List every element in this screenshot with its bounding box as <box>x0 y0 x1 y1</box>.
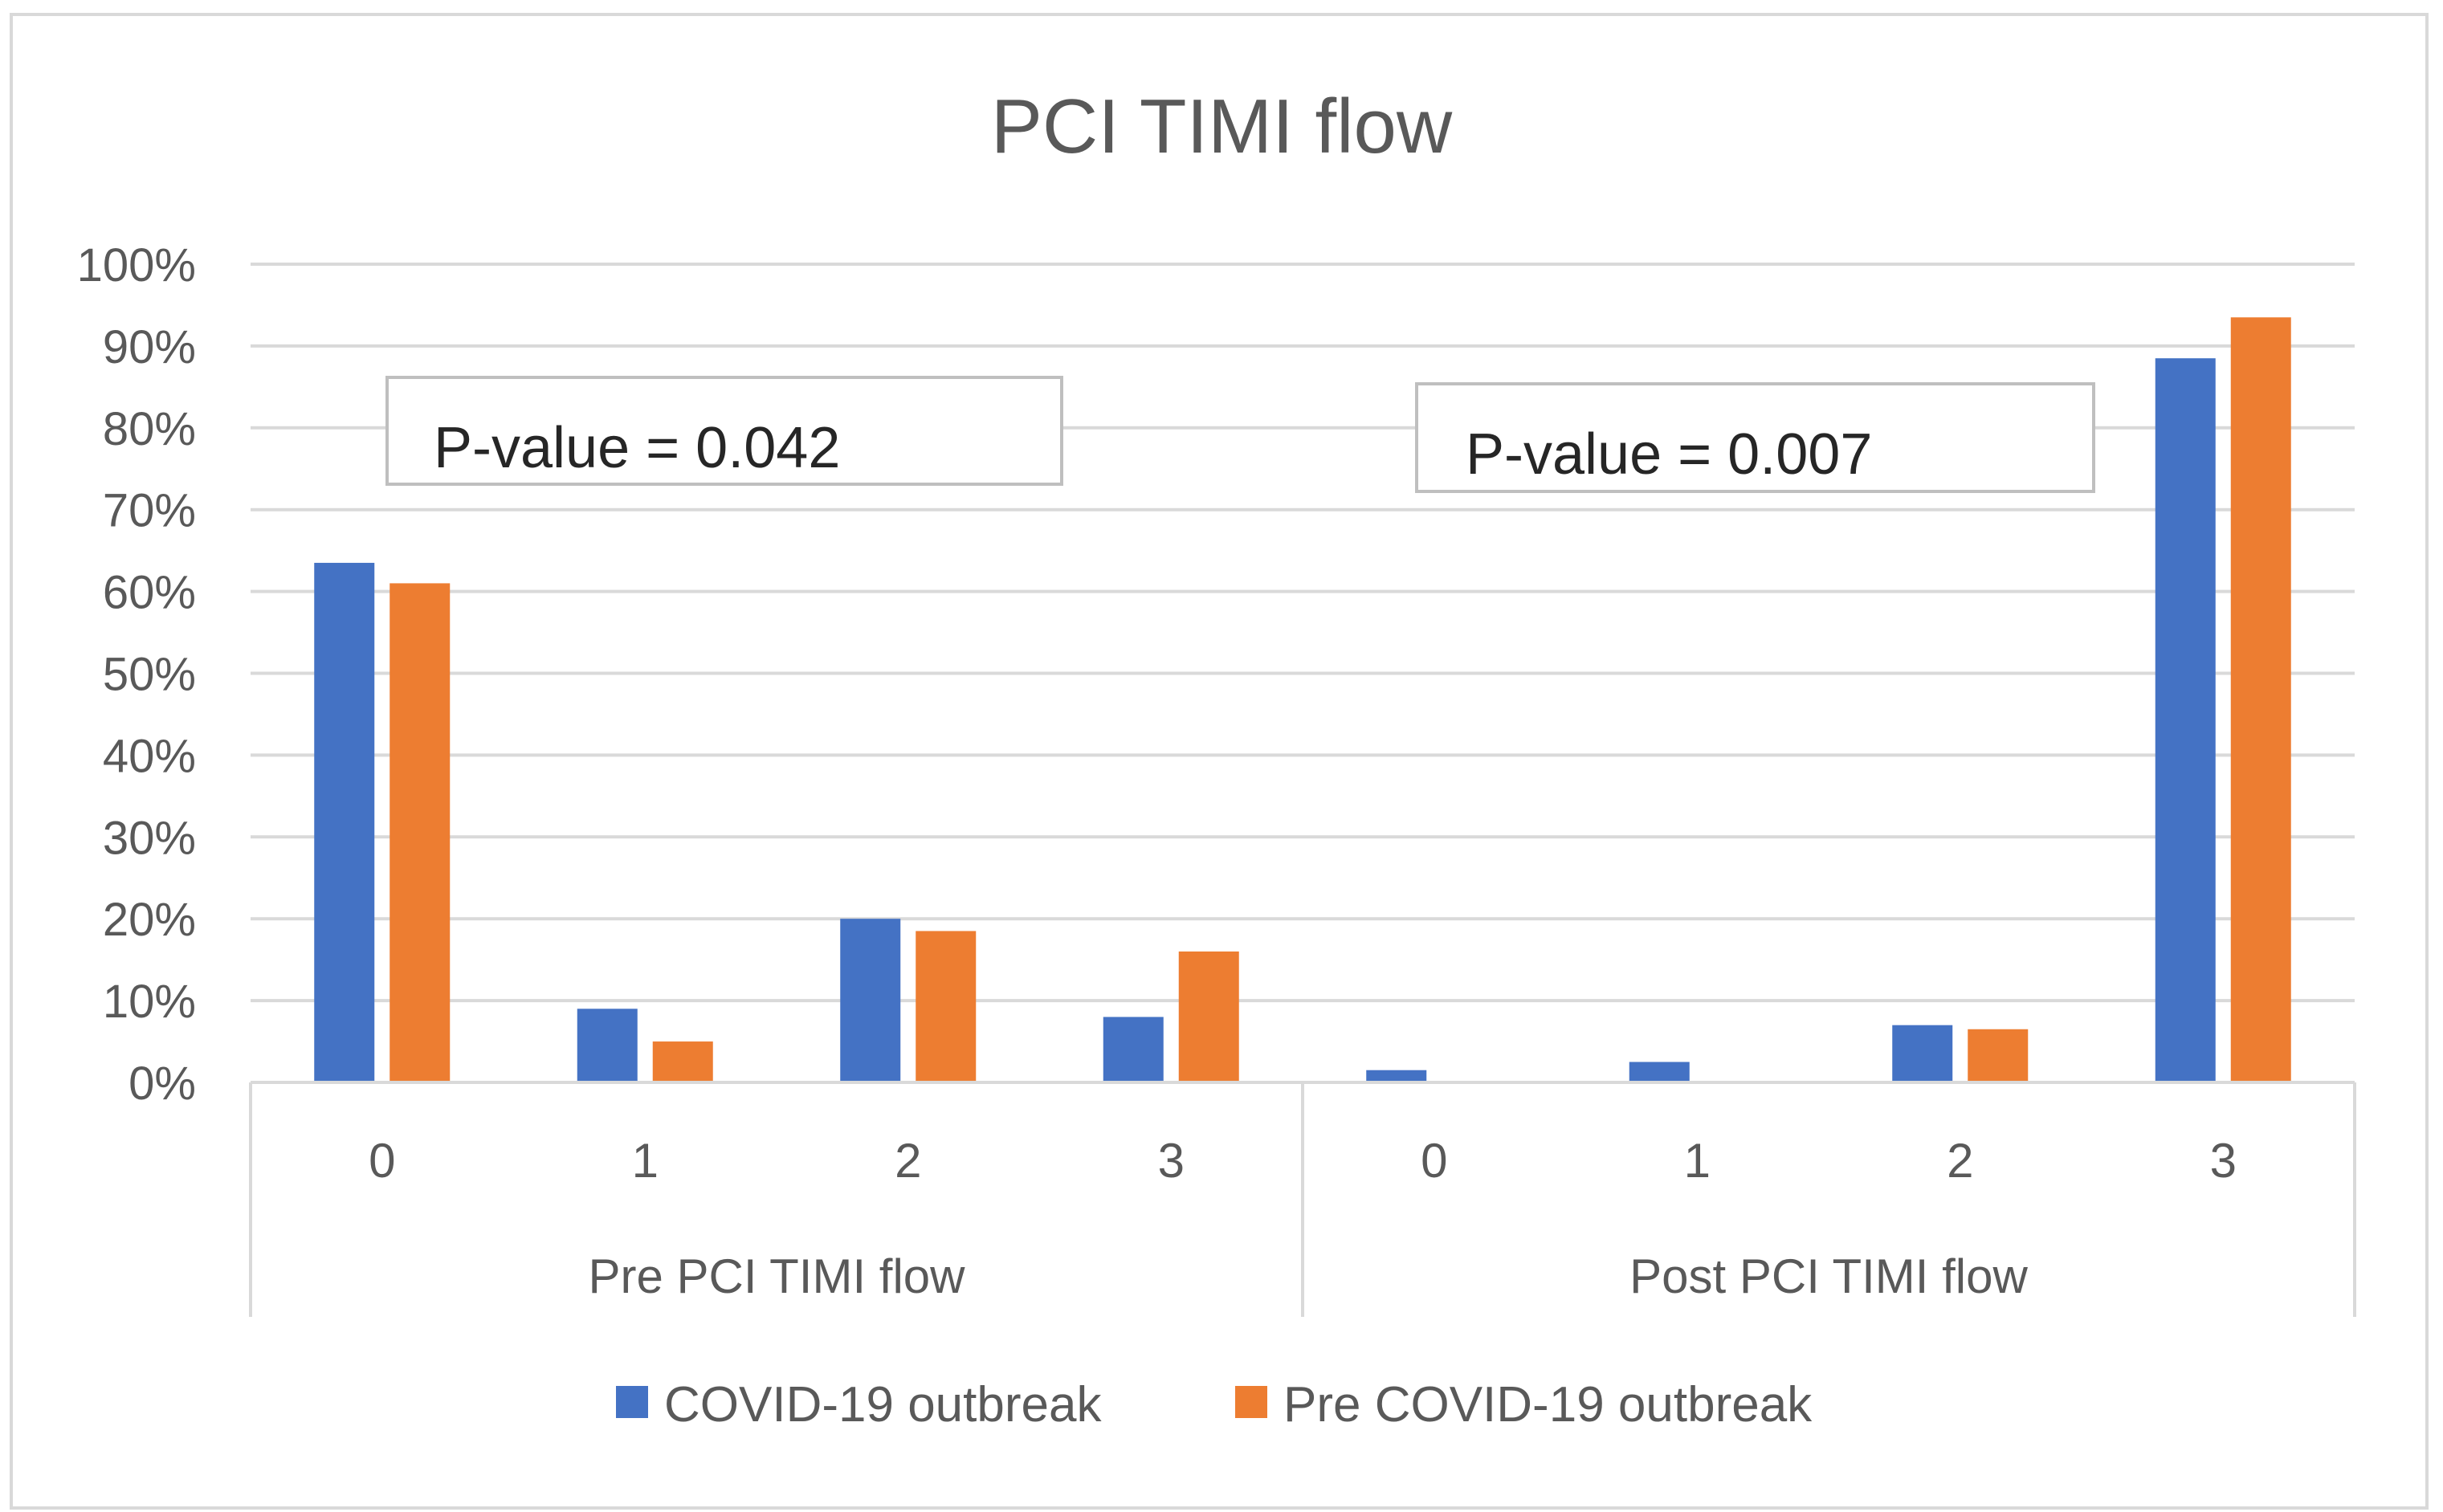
p-value-box-border <box>385 376 1063 486</box>
y-tick-label: 100% <box>77 239 196 291</box>
x-axis: 0 1 2 3 0 1 2 3 Pre PCI TIMI flow Post PCI TIMI f… <box>249 1081 2356 1317</box>
bar-covid <box>2155 358 2216 1082</box>
bar-covid <box>1103 1017 1164 1082</box>
p-value-box-border <box>1415 382 2095 493</box>
x-category-label: 3 <box>1158 1134 1185 1188</box>
x-category-label: 0 <box>369 1134 395 1188</box>
bar-covid <box>1366 1070 1427 1082</box>
y-tick-label: 30% <box>103 812 196 864</box>
annotations: P-value = 0.042 P-value = 0.007 <box>385 376 2095 493</box>
chart-title: PCI TIMI flow <box>991 84 1453 169</box>
legend-label: COVID-19 outbreak <box>664 1377 1102 1433</box>
legend-label: Pre COVID-19 outbreak <box>1283 1377 1813 1433</box>
bar-covid <box>1892 1025 1953 1082</box>
bar-pre-covid <box>652 1041 713 1082</box>
y-tick-label: 20% <box>103 894 196 946</box>
bar-pre-covid <box>1178 951 1239 1082</box>
bar-pre-covid <box>1968 1029 2029 1082</box>
y-tick-label: 0% <box>128 1058 196 1110</box>
p-value-text: P-value = 0.042 <box>434 416 840 480</box>
bar-pre-covid <box>389 583 451 1082</box>
bar-covid <box>577 1009 638 1082</box>
y-tick-label: 80% <box>103 403 196 455</box>
group-label: Post PCI TIMI flow <box>1629 1249 2028 1303</box>
bar-pre-covid <box>916 931 977 1082</box>
x-category-label: 2 <box>1947 1134 1973 1188</box>
bars <box>314 317 2291 1082</box>
x-category-label: 3 <box>2210 1134 2237 1188</box>
p-value-box: P-value = 0.007 <box>1415 382 2095 493</box>
bar-covid <box>314 562 375 1082</box>
x-category-label: 1 <box>632 1134 659 1188</box>
legend-item: COVID-19 outbreak <box>616 1377 1102 1433</box>
legend-swatch <box>1235 1386 1267 1418</box>
bar-covid <box>840 919 901 1082</box>
legend: COVID-19 outbreak Pre COVID-19 outbreak <box>616 1377 1813 1433</box>
y-tick-label: 70% <box>103 485 196 537</box>
x-category-label: 0 <box>1421 1134 1447 1188</box>
bar-covid <box>1629 1062 1690 1082</box>
group-label: Pre PCI TIMI flow <box>589 1249 966 1303</box>
gridlines <box>251 263 2355 1003</box>
y-axis-ticks: 0% 10% 20% 30% 40% 50% 60% 70% 80% 90% 100% <box>77 239 196 1110</box>
p-value-box: P-value = 0.042 <box>385 376 1063 486</box>
p-value-text: P-value = 0.007 <box>1466 422 1872 487</box>
bar-pre-covid <box>2230 317 2291 1082</box>
y-tick-label: 40% <box>103 730 196 782</box>
y-tick-label: 50% <box>103 649 196 701</box>
x-category-label: 1 <box>1684 1134 1711 1188</box>
x-category-label: 2 <box>895 1134 921 1188</box>
legend-swatch <box>616 1386 648 1418</box>
y-tick-label: 90% <box>103 321 196 373</box>
y-tick-label: 10% <box>103 976 196 1028</box>
legend-item: Pre COVID-19 outbreak <box>1235 1377 1813 1433</box>
y-tick-label: 60% <box>103 567 196 619</box>
